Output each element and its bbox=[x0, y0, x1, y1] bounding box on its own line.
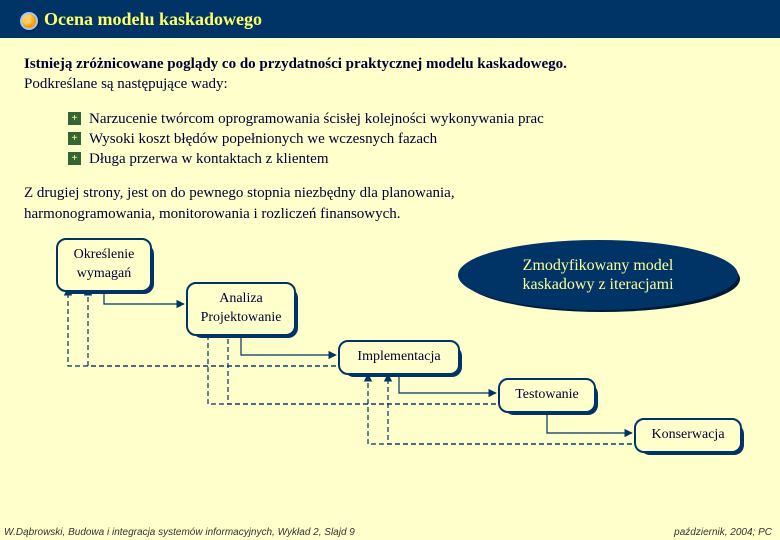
intro-line-1: Istnieją zróżnicowane poglądy co do przy… bbox=[24, 54, 756, 74]
bullet-icon bbox=[20, 12, 34, 26]
flow-node-testing: Testowanie bbox=[498, 378, 596, 413]
list-item: + Narzucenie twórcom oprogramowania ścis… bbox=[68, 109, 756, 129]
plus-icon: + bbox=[68, 112, 81, 125]
fault-text: Narzucenie twórcom oprogramowania ścisłe… bbox=[89, 109, 544, 129]
fault-text: Wysoki koszt błędów popełnionych we wcze… bbox=[89, 129, 437, 149]
fault-list: + Narzucenie twórcom oprogramowania ścis… bbox=[68, 109, 756, 170]
flow-node-implementation: Implementacja bbox=[338, 340, 460, 375]
plus-icon: + bbox=[68, 132, 81, 145]
footer-left: W.Dąbrowski, Budowa i integracja systemó… bbox=[4, 527, 355, 538]
flow-node-maintenance: Konserwacja bbox=[634, 418, 742, 453]
intro-line-2: Podkreślane są następujące wady: bbox=[24, 74, 756, 94]
fault-text: Długa przerwa w kontaktach z klientem bbox=[89, 149, 329, 169]
node-label: Analiza bbox=[198, 290, 284, 309]
footer-right: październik, 2004; PC bbox=[674, 527, 772, 538]
node-label: Określenie bbox=[68, 246, 140, 265]
node-label: Konserwacja bbox=[651, 427, 724, 442]
node-label: Projektowanie bbox=[198, 309, 284, 328]
list-item: + Wysoki koszt błędów popełnionych we wc… bbox=[68, 129, 756, 149]
node-label: Testowanie bbox=[515, 387, 579, 402]
flow-node-requirements: Określenie wymagań bbox=[56, 238, 152, 292]
ellipse-label: Zmodyfikowany model bbox=[522, 256, 673, 275]
node-label: Implementacja bbox=[357, 349, 440, 364]
flow-node-analysis: Analiza Projektowanie bbox=[186, 282, 296, 336]
slide-title: Ocena modelu kaskadowego bbox=[44, 9, 262, 30]
list-item: + Długa przerwa w kontaktach z klientem bbox=[68, 149, 756, 169]
flowchart: Określenie wymagań Analiza Projektowanie… bbox=[48, 234, 780, 460]
para2-line2: harmonogramowania, monitorowania i rozli… bbox=[24, 204, 756, 224]
ellipse-label: kaskadowy z iteracjami bbox=[522, 275, 673, 294]
paragraph-2: Z drugiej strony, jest on do pewnego sto… bbox=[24, 183, 756, 224]
slide-header: Ocena modelu kaskadowego bbox=[0, 0, 780, 38]
node-label: wymagań bbox=[68, 265, 140, 284]
slide-body: Istnieją zróżnicowane poglądy co do przy… bbox=[0, 38, 780, 460]
para2-line1: Z drugiej strony, jest on do pewnego sto… bbox=[24, 183, 756, 203]
flow-ellipse-caption: Zmodyfikowany model kaskadowy z iteracja… bbox=[458, 240, 738, 310]
slide-footer: W.Dąbrowski, Budowa i integracja systemó… bbox=[0, 525, 780, 540]
plus-icon: + bbox=[68, 152, 81, 165]
